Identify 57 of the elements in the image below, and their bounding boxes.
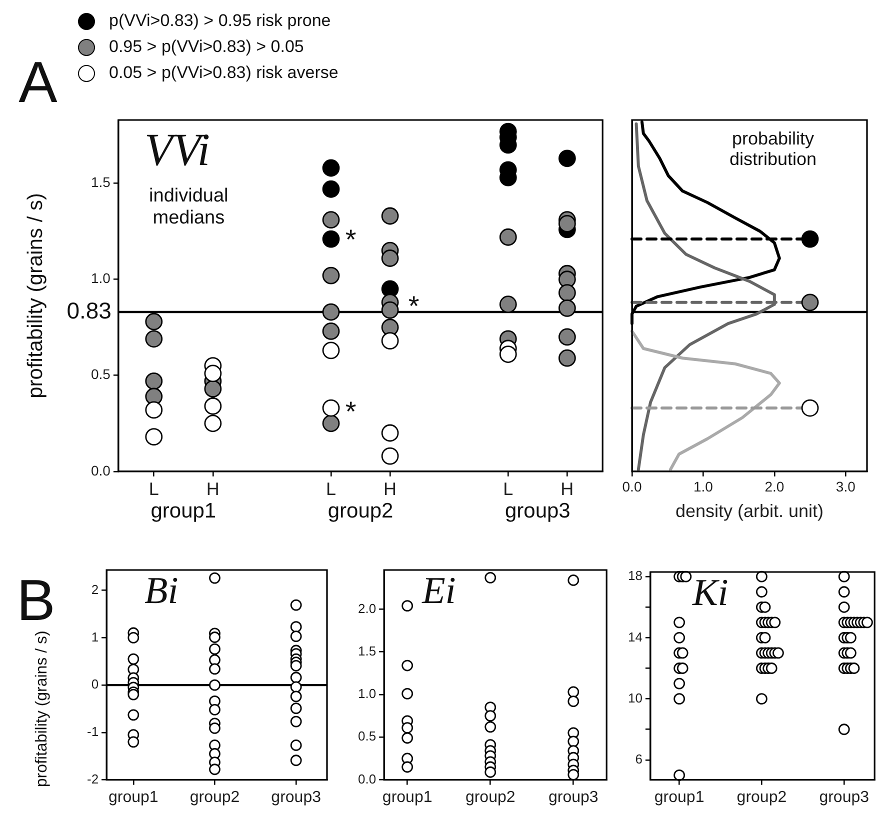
x-tick-label: group2 <box>190 788 240 806</box>
y-tick-label: -1 <box>86 724 99 740</box>
y-tick-label: 2.0 <box>358 600 376 616</box>
y-tick-label: 0.5 <box>358 728 376 744</box>
x-axis-title: density (arbit. unit) <box>675 500 824 521</box>
y-tick-label: -2 <box>86 771 99 786</box>
x-tick-label: group2 <box>736 788 787 806</box>
text: B <box>16 568 56 633</box>
y-tick-label: 0.0 <box>358 771 376 786</box>
x-tick-label: group1 <box>382 788 432 806</box>
x-tick-label: H <box>206 479 220 500</box>
text: group1 <box>150 500 216 523</box>
annotation: probability distribution <box>729 128 817 170</box>
annotation: * <box>408 290 420 322</box>
annotation: * <box>345 224 356 255</box>
y-tick-label: 18 <box>628 568 642 584</box>
y-axis-title: profitability (grains / s) <box>24 192 47 398</box>
legend-label: p(VVi>0.83) > 0.95 risk prone <box>109 11 331 31</box>
chart-title: Ki <box>691 572 728 614</box>
x-tick-label: group3 <box>819 788 870 806</box>
ref-line-label: 0.83 <box>66 297 112 324</box>
y-tick-label: 1.0 <box>90 270 111 286</box>
y-tick-label: 0.0 <box>90 462 111 478</box>
text: group3 <box>504 500 570 523</box>
x-tick-label: 1.0 <box>693 478 714 495</box>
y-tick-label: 1.0 <box>358 686 376 702</box>
text: group2 <box>328 500 394 523</box>
x-tick-label: L <box>503 479 514 500</box>
x-tick-label: group1 <box>108 788 158 806</box>
chart-title: Bi <box>144 570 178 612</box>
y-tick-label: 1.5 <box>90 174 111 190</box>
y-tick-label: 1.5 <box>358 643 376 658</box>
legend-label: 0.05 > p(VVi>0.83) risk averse <box>109 63 338 83</box>
x-tick-label: group3 <box>271 788 322 806</box>
y-tick-label: 6 <box>635 752 642 767</box>
x-tick-label: L <box>148 479 159 500</box>
x-tick-label: H <box>384 479 397 500</box>
x-tick-label: 3.0 <box>836 478 856 495</box>
annotation: * <box>345 396 356 428</box>
y-tick-label: 0 <box>91 676 99 692</box>
annotation: individual medians <box>149 186 228 228</box>
text: A <box>18 50 58 115</box>
x-tick-label: 2.0 <box>764 478 784 495</box>
x-tick-label: group1 <box>654 788 704 806</box>
y-tick-label: 10 <box>628 690 642 706</box>
chart-title: VVi <box>144 124 210 176</box>
y-axis-title: profitability (grains / s) <box>33 630 50 788</box>
x-tick-label: L <box>326 479 336 500</box>
y-tick-label: 1 <box>91 629 99 644</box>
x-tick-label: H <box>560 479 574 500</box>
x-tick-label: group3 <box>548 788 598 806</box>
y-tick-label: 2 <box>91 582 99 597</box>
legend-label: 0.95 > p(VVi>0.83) > 0.05 <box>109 37 304 57</box>
y-tick-label: 14 <box>628 629 642 644</box>
x-tick-label: group2 <box>465 788 516 806</box>
y-tick-label: 0.5 <box>90 366 111 382</box>
chart-title: Ei <box>421 570 456 612</box>
